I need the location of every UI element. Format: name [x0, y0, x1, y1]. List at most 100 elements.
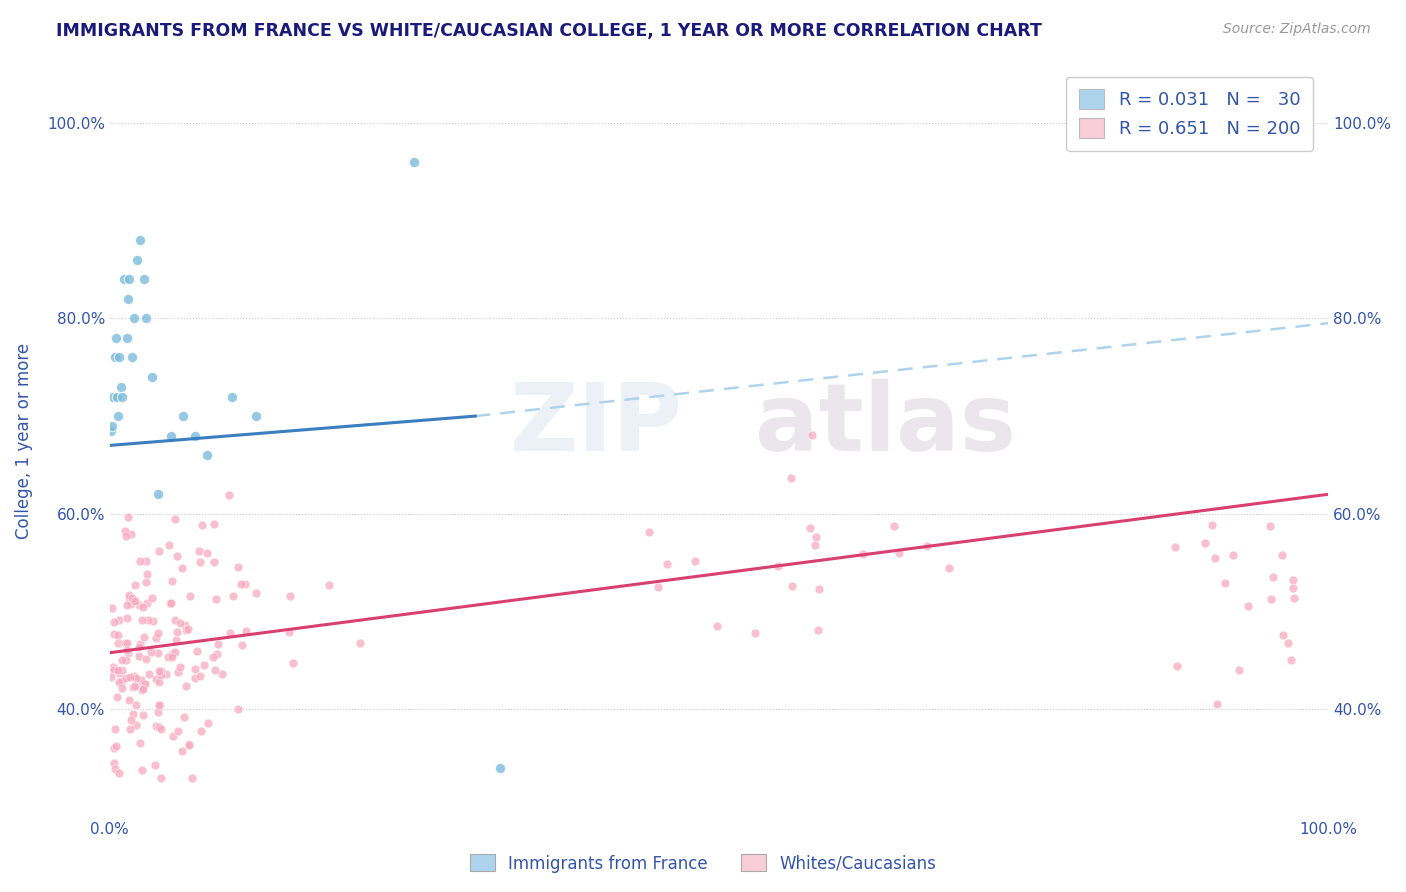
Text: ZIP: ZIP	[509, 379, 682, 472]
Point	[174, 679, 197, 693]
Point	[166, 665, 188, 679]
Point	[744, 626, 766, 640]
Point	[184, 428, 207, 442]
Text: atlas: atlas	[755, 379, 1017, 472]
Point	[1164, 540, 1187, 554]
Point	[132, 676, 155, 690]
Point	[165, 632, 187, 647]
Point	[105, 690, 128, 704]
Point	[165, 614, 187, 628]
Point	[128, 648, 150, 663]
Point	[191, 518, 214, 533]
Point	[115, 611, 138, 625]
Point	[103, 390, 125, 404]
Point	[110, 674, 132, 689]
Point	[122, 706, 145, 721]
Point	[120, 527, 142, 541]
Point	[148, 665, 170, 679]
Point	[114, 524, 136, 539]
Point	[132, 630, 155, 644]
Point	[145, 672, 167, 686]
Point	[1282, 573, 1305, 587]
Point	[404, 154, 426, 169]
Point	[103, 663, 125, 677]
Point	[125, 671, 148, 685]
Point	[146, 626, 169, 640]
Point	[170, 560, 193, 574]
Point	[104, 351, 127, 365]
Point	[1222, 548, 1244, 562]
Point	[218, 488, 240, 502]
Point	[107, 635, 129, 649]
Point	[115, 636, 138, 650]
Point	[145, 718, 167, 732]
Point	[108, 665, 131, 680]
Point	[160, 648, 183, 662]
Point	[104, 739, 127, 753]
Point	[221, 390, 243, 404]
Point	[105, 390, 128, 404]
Point	[685, 554, 707, 568]
Point	[1282, 591, 1305, 605]
Point	[160, 649, 183, 664]
Point	[245, 409, 267, 423]
Point	[159, 428, 181, 442]
Point	[118, 591, 141, 605]
Point	[135, 554, 157, 568]
Point	[103, 615, 125, 629]
Point	[122, 680, 145, 694]
Point	[808, 582, 831, 596]
Point	[169, 659, 191, 673]
Point	[118, 722, 141, 736]
Point	[488, 761, 510, 775]
Point	[162, 729, 184, 743]
Point	[780, 471, 803, 485]
Point	[132, 681, 155, 696]
Point	[174, 617, 197, 632]
Point	[804, 530, 827, 544]
Point	[132, 272, 155, 286]
Point	[100, 424, 122, 438]
Point	[349, 636, 371, 650]
Point	[124, 577, 146, 591]
Point	[124, 593, 146, 607]
Point	[122, 311, 145, 326]
Point	[149, 722, 172, 736]
Point	[103, 741, 125, 756]
Point	[135, 652, 157, 666]
Point	[205, 647, 228, 661]
Point	[125, 698, 148, 712]
Point	[177, 622, 200, 636]
Point	[148, 487, 170, 501]
Point	[114, 635, 136, 649]
Point	[117, 646, 139, 660]
Point	[124, 679, 146, 693]
Point	[188, 555, 211, 569]
Point	[172, 409, 194, 423]
Point	[115, 671, 138, 685]
Text: Source: ZipAtlas.com: Source: ZipAtlas.com	[1223, 22, 1371, 37]
Point	[117, 509, 139, 524]
Point	[706, 619, 728, 633]
Legend: R = 0.031   N =   30, R = 0.651   N = 200: R = 0.031 N = 30, R = 0.651 N = 200	[1066, 77, 1313, 151]
Point	[177, 738, 200, 752]
Point	[131, 682, 153, 697]
Point	[157, 538, 180, 552]
Point	[245, 586, 267, 600]
Point	[115, 529, 138, 543]
Point	[218, 625, 240, 640]
Point	[1201, 517, 1223, 532]
Point	[229, 577, 252, 591]
Point	[138, 667, 160, 681]
Point	[132, 599, 155, 614]
Point	[101, 418, 124, 433]
Point	[135, 311, 157, 326]
Point	[183, 671, 205, 685]
Point	[799, 521, 821, 535]
Point	[121, 351, 143, 365]
Point	[1194, 536, 1216, 550]
Point	[111, 663, 134, 677]
Point	[149, 668, 172, 682]
Point	[117, 292, 139, 306]
Point	[193, 657, 215, 672]
